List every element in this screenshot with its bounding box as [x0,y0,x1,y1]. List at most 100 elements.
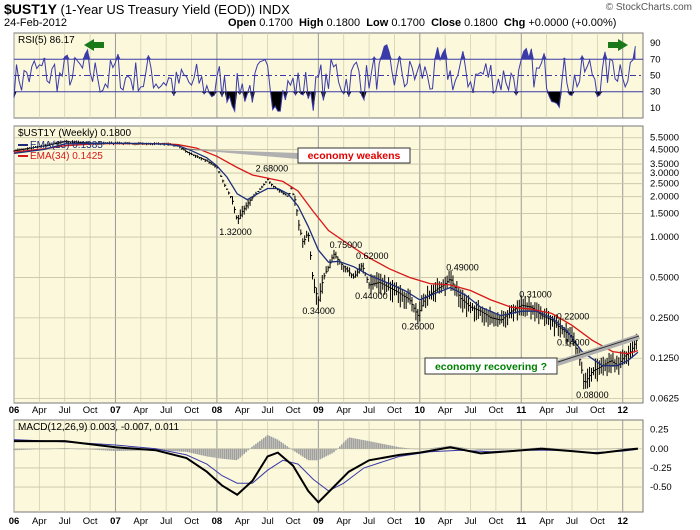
macd-histogram-bar [619,448,622,449]
macd-histogram-bar [167,448,169,451]
macd-histogram-bar [63,448,66,449]
macd-histogram-bar [436,447,439,449]
macd-histogram-bar [329,448,331,455]
macd-histogram-bar [112,448,115,451]
macd-histogram-bar [188,448,191,453]
macd-histogram-bar [214,448,216,458]
macd-histogram-bar [606,448,608,450]
macd-histogram-bar [110,448,113,451]
macd-histogram-bar [565,448,567,450]
macd-histogram-bar [36,448,39,450]
price-tick-label: 4.5000 [650,144,679,155]
macd-histogram-bar [524,448,526,449]
macd-histogram-bar [409,448,411,449]
rsi-series [13,44,643,114]
macd-histogram-bar [220,448,222,459]
macd-histogram-bar [202,448,205,456]
macd-histogram-bar [128,448,130,451]
price-tick-label: 3.5000 [650,159,679,170]
macd-histogram-bar [506,448,509,450]
x-tick-label-macd: Apr [133,516,148,527]
description: (1-Year US Treasury Yield (EOD)) [60,2,256,17]
macd-histogram-bar [184,448,187,452]
x-tick-label-macd: Apr [235,516,250,527]
macd-histogram-bar [479,448,482,451]
macd-histogram-bar [309,448,312,461]
rsi-line [13,44,636,114]
macd-histogram-bar [102,448,105,451]
macd-panel [13,419,644,513]
macd-histogram-bar [372,441,374,449]
macd-histogram-bar [22,448,25,450]
macd-histogram-bar [120,448,123,451]
macd-histogram-bar [38,448,41,450]
price-tick-label: 3.0000 [650,168,679,179]
macd-histogram-bar [623,448,626,449]
macd-histogram-bar [173,448,175,452]
x-tick-label-price: 08 [212,405,223,416]
macd-histogram-bar [24,448,27,450]
macd-histogram-bar [339,446,341,449]
macd-histogram-bar [532,447,534,449]
macd-histogram-bar [483,448,485,451]
symbol: $UST1Y [4,1,57,17]
macd-histogram-bar [19,448,21,451]
macd-histogram-bar [551,448,554,449]
macd-histogram-bar [71,448,74,449]
macd-histogram-bar [247,448,249,451]
macd-histogram-bar [274,438,277,449]
annotation-recovering-text: economy recovering ? [435,361,547,373]
macd-histogram-bar [301,448,304,457]
macd-histogram-bar [227,448,230,460]
macd-histogram-bar [403,447,405,449]
macd-histogram-bar [485,448,487,451]
x-tick-label-macd: 08 [212,516,223,527]
macd-histogram-bar [385,444,388,449]
macd-histogram-bar [323,448,326,458]
price-panel [13,125,644,404]
macd-histogram-bar [553,448,556,449]
macd-histogram-bar [413,448,415,450]
macd-histogram-bar [335,448,337,451]
macd-histogram-bar [368,441,370,449]
macd-histogram-bar [559,448,562,450]
macd-series [13,435,639,504]
macd-histogram-bar [239,448,242,458]
macd-histogram-bar [590,448,593,450]
macd-histogram-bar [563,448,565,450]
macd-histogram-bar [69,448,72,449]
x-tick-label-price: Oct [590,405,605,416]
macd-histogram-bar [200,448,203,456]
macd-histogram-bar [30,448,33,450]
macd-histogram-bar [87,448,89,450]
macd-histogram-bar [270,436,273,449]
macd-histogram-bar [194,448,197,454]
macd-histogram-bar [580,448,583,450]
annotation-weakens-text: economy weakens [308,150,401,162]
high-value: 0.1800 [326,17,361,29]
macd-histogram-bar [210,448,212,458]
x-tick-label-macd: Apr [32,516,47,527]
macd-histogram-bar [514,448,517,450]
macd-histogram-bar [399,447,402,449]
macd-histogram-bar [56,448,58,449]
macd-histogram-bar [26,448,29,450]
x-tick-label-price: Apr [438,405,453,416]
macd-histogram-bar [588,448,591,450]
macd-histogram-bar [487,448,489,451]
macd-histogram-bar [370,441,372,449]
macd-histogram-bar [346,438,349,449]
macd-histogram-bar [422,448,425,450]
macd-histogram-bar [165,448,167,451]
macd-histogram-bar [315,448,318,461]
macd-histogram-bar [61,448,64,449]
macd-histogram-bar [237,448,240,460]
macd-histogram-bar [171,448,173,452]
macd-histogram-bar [46,448,48,450]
macd-histogram-bar [616,448,618,449]
price-tick-label: 1.0000 [650,232,679,243]
price-data-label: 0.26000 [402,322,435,332]
x-tick-label-price: 06 [9,405,20,416]
macd-histogram-bar [223,448,226,460]
